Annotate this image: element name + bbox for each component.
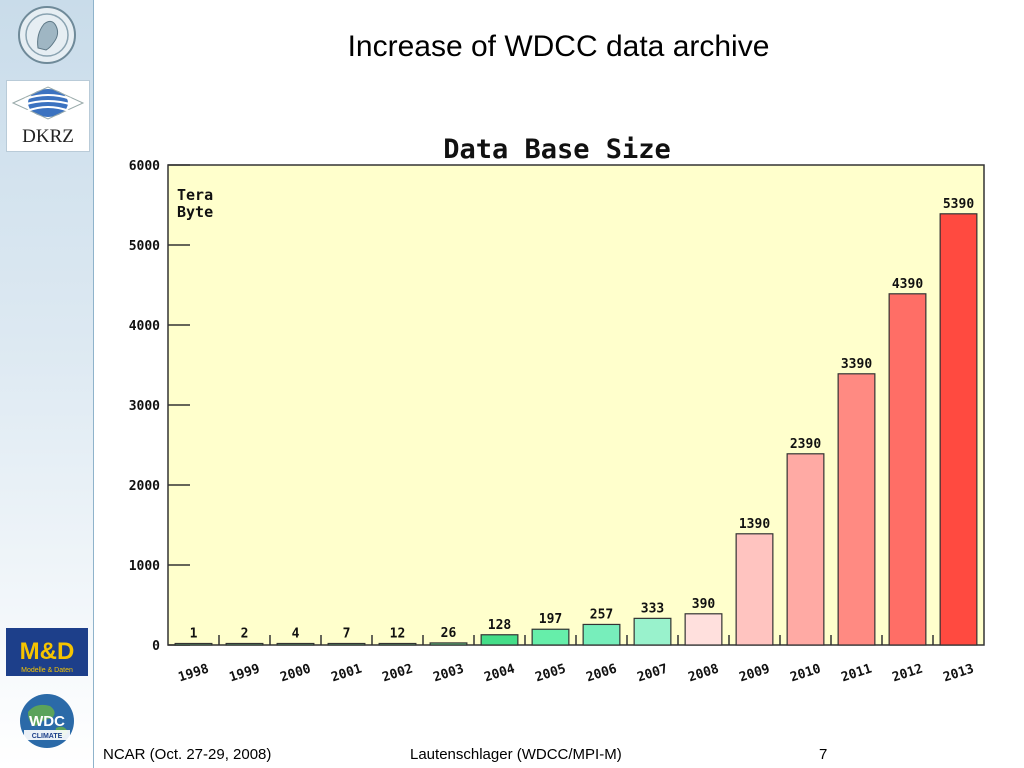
bar-value-label: 7: [343, 627, 351, 642]
x-tick-label: 2011: [839, 661, 874, 685]
y-tick-label: 3000: [129, 399, 160, 414]
y-tick-label: 6000: [129, 159, 160, 174]
bar-2004: [480, 634, 519, 646]
bar-value-label: 390: [692, 597, 716, 612]
sidebar: DKRZ M&D Modelle & Daten WDC CLIMATE: [0, 0, 94, 768]
bar-2013: [939, 213, 978, 646]
bar-value-label: 1390: [739, 517, 770, 532]
x-tick-label: 2002: [380, 662, 414, 686]
bar-2009: [735, 533, 774, 646]
bar-value-label: 1: [190, 627, 198, 642]
data-base-size-chart: Data Base Size Tera Byte 0 1000 2000 3000 400…: [129, 134, 985, 686]
y-axis: 0 1000 2000 3000 4000 5000 6000: [129, 159, 190, 654]
x-tick-label: 2010: [788, 661, 823, 685]
x-tick-label: 2005: [533, 662, 567, 686]
bar-2005: [531, 628, 570, 646]
x-tick-label: 2012: [890, 662, 924, 686]
wdc-logo-subtext: CLIMATE: [32, 733, 63, 740]
bar-2007: [633, 617, 672, 646]
dkrz-logo: DKRZ: [6, 80, 90, 152]
bar-value-label: 2390: [790, 437, 821, 452]
footer-author: Lautenschlager (WDCC/MPI-M): [410, 746, 622, 763]
x-tick-label: 2013: [941, 662, 975, 686]
bar-1999: [225, 642, 264, 646]
bar-value-label: 3390: [841, 357, 872, 372]
y-tick-label: 4000: [129, 319, 160, 334]
y-axis-unit-label: Tera Byte: [177, 186, 213, 221]
y-tick-label: 0: [152, 639, 160, 654]
chart-title: Data Base Size: [443, 134, 671, 165]
bar-2000: [276, 642, 315, 646]
wdc-logo-text: WDC: [29, 713, 65, 730]
x-tick-label: 2006: [584, 661, 619, 685]
md-logo: M&D Modelle & Daten: [6, 628, 88, 676]
x-tick-label: 2004: [482, 661, 517, 685]
bar-2003: [429, 642, 468, 646]
x-tick-label: 2008: [686, 661, 721, 685]
bar-value-label: 4390: [892, 277, 923, 292]
bar-value-label: 333: [641, 601, 664, 616]
bar-2010: [786, 453, 825, 646]
bar-2001: [327, 642, 366, 646]
y-tick-label: 2000: [129, 479, 160, 494]
bar-2002: [378, 642, 417, 646]
footer-event: NCAR (Oct. 27-29, 2008): [103, 746, 272, 763]
x-tick-label: 2007: [635, 662, 669, 686]
bar-value-label: 4: [292, 627, 300, 642]
bar-value-label: 197: [539, 612, 562, 627]
bar-value-label: 128: [488, 618, 512, 633]
md-logo-subtext: Modelle & Daten: [21, 667, 73, 674]
x-tick-label: 2000: [278, 661, 313, 685]
bar-1998: [174, 642, 213, 646]
mpg-logo: [6, 4, 88, 66]
bar-2008: [684, 613, 723, 646]
bar-value-label: 5390: [943, 197, 974, 212]
wdc-climate-logo: WDC CLIMATE: [6, 690, 88, 752]
x-tick-label: 1999: [227, 662, 261, 686]
bar-2011: [837, 373, 876, 646]
x-tick-label: 2001: [329, 661, 364, 685]
bar-value-label: 12: [390, 627, 406, 642]
x-tick-label: 2003: [431, 662, 465, 686]
page-number: 7: [819, 746, 828, 763]
y-tick-label: 5000: [129, 239, 160, 254]
slide-title: Increase of WDCC data archive: [347, 30, 770, 63]
dkrz-logo-text: DKRZ: [22, 126, 74, 147]
y-tick-label: 1000: [129, 559, 160, 574]
bar-2006: [582, 623, 621, 646]
md-logo-text: M&D: [20, 638, 75, 665]
bar-value-label: 257: [590, 607, 613, 622]
x-tick-label: 2009: [737, 662, 771, 686]
bar-2012: [888, 293, 927, 646]
bar-value-label: 2: [241, 627, 249, 642]
bar-value-label: 26: [441, 626, 457, 641]
footer: NCAR (Oct. 27-29, 2008) Lautenschlager (…: [93, 744, 1024, 768]
x-tick-label: 1998: [176, 661, 211, 685]
